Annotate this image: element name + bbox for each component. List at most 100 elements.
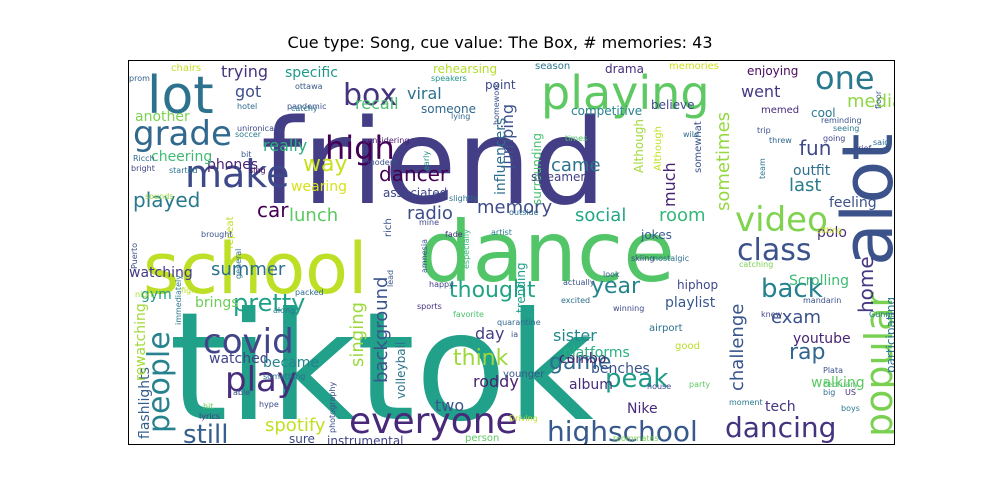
word-times: times bbox=[565, 134, 587, 143]
word-brief: brief bbox=[853, 144, 872, 153]
word-feeling: feeling bbox=[829, 195, 877, 211]
word-covid: covid bbox=[203, 322, 294, 362]
word-popular: popular bbox=[857, 292, 894, 437]
word-early: early bbox=[422, 151, 431, 171]
word-hit: hit bbox=[203, 402, 213, 411]
word-soccer: soccer bbox=[235, 130, 262, 139]
word-benches: benches bbox=[591, 361, 650, 377]
word-airport: airport bbox=[649, 323, 683, 334]
word-artist: artist bbox=[491, 228, 512, 237]
word-everyone: everyone bbox=[349, 401, 518, 442]
word-trending: trending bbox=[514, 262, 528, 313]
word-sure: sure bbox=[289, 432, 315, 444]
word-room: room bbox=[659, 205, 706, 226]
word-went: went bbox=[741, 82, 780, 101]
word-seeing: seeing bbox=[833, 124, 859, 133]
word-pandemic: pandemic bbox=[287, 102, 326, 111]
word-cloud-frame: tiktok friend school dance alot lot playing gra… bbox=[128, 60, 895, 445]
word-background: background bbox=[371, 277, 392, 383]
word-hype: hype bbox=[259, 400, 279, 409]
word-puerto: Puerto bbox=[130, 243, 139, 269]
word-streamers: streamers bbox=[531, 170, 592, 184]
word-prom: prom bbox=[129, 74, 150, 83]
word-rehearsing: rehearsing bbox=[433, 62, 497, 76]
word-became: became bbox=[263, 355, 319, 371]
word-brought: brought bbox=[201, 230, 232, 239]
word-catchy: catchy bbox=[291, 104, 318, 113]
word-jokes: jokes bbox=[640, 228, 672, 242]
word-participating: participating bbox=[884, 297, 894, 373]
word-last: last bbox=[789, 175, 821, 196]
word-lunch: lunch bbox=[289, 205, 338, 226]
word-going: going bbox=[823, 134, 845, 143]
word-sounds: sounds bbox=[145, 192, 173, 201]
word-quarantine: quarantine bbox=[497, 318, 541, 327]
word-video: video bbox=[735, 200, 828, 240]
word-rewatching: rewatching bbox=[133, 303, 149, 381]
word-grade: grade bbox=[133, 114, 232, 154]
word-outside: outside bbox=[509, 208, 539, 217]
word-along: along bbox=[273, 306, 295, 315]
word-watched: watched bbox=[209, 351, 269, 367]
word-brings: brings bbox=[195, 295, 239, 311]
word-enjoying: enjoying bbox=[747, 64, 798, 78]
word-summer: summer bbox=[211, 259, 286, 280]
word-point: point bbox=[485, 78, 516, 92]
word-flashlights: flashlights bbox=[137, 367, 153, 439]
word-house: house bbox=[647, 382, 671, 391]
word-lying: lying bbox=[451, 112, 470, 121]
word-sports: sports bbox=[417, 302, 442, 311]
word-fade: fade bbox=[445, 230, 463, 239]
word-playlist: playlist bbox=[665, 295, 716, 311]
word-viral: viral bbox=[407, 84, 442, 103]
word-singing: singing bbox=[347, 302, 368, 367]
word-team: team bbox=[758, 158, 767, 179]
word-rich: rich bbox=[383, 218, 394, 237]
word-started: started bbox=[169, 166, 198, 175]
word-skiing: skiing bbox=[631, 254, 654, 263]
word-cheering: cheering bbox=[151, 149, 212, 165]
word-someone: someone bbox=[421, 102, 476, 116]
word-bright: bright bbox=[131, 164, 155, 173]
word-watching: watching bbox=[129, 265, 193, 281]
word-chairs: chairs bbox=[171, 63, 201, 74]
word-competitive: competitive bbox=[571, 104, 642, 118]
word-general: general bbox=[234, 249, 243, 279]
word-although: Although bbox=[653, 126, 664, 171]
word-tiktok: tiktok bbox=[169, 281, 594, 444]
word-considering: considering bbox=[363, 136, 409, 145]
word-hotel: hotel bbox=[237, 102, 257, 111]
word-instrumental: instrumental bbox=[327, 434, 404, 444]
word-rap: rap bbox=[789, 340, 826, 365]
word-unironically: unironically bbox=[237, 124, 283, 133]
word-speakers: speakers bbox=[431, 74, 467, 83]
word-sing: sing bbox=[249, 166, 266, 175]
word-got: got bbox=[235, 82, 261, 101]
word-said: said bbox=[873, 138, 889, 147]
word-one: one bbox=[815, 61, 875, 97]
word-spotify: spotify bbox=[265, 415, 326, 436]
word-roddy: roddy bbox=[473, 372, 519, 391]
word-sitting: sitting bbox=[817, 226, 842, 235]
chart-title: Cue type: Song, cue value: The Box, # me… bbox=[287, 33, 713, 52]
word-fight: fight bbox=[181, 286, 199, 295]
word-day: day bbox=[475, 324, 504, 343]
word-cool: cool bbox=[811, 106, 836, 120]
word-somewhat: somewhat bbox=[693, 121, 704, 173]
word-us: US bbox=[845, 388, 856, 397]
word-night: night bbox=[135, 290, 156, 299]
word-ottawa: ottawa bbox=[295, 82, 323, 91]
word-boys: boys bbox=[841, 404, 860, 413]
word-roommates: roommates bbox=[613, 434, 659, 443]
word-bit: bit bbox=[241, 150, 251, 159]
word-influencers: influencers bbox=[493, 118, 509, 195]
word-thought: thought bbox=[449, 278, 536, 303]
word-ia: ia bbox=[511, 330, 518, 339]
word-knew: knew bbox=[761, 310, 783, 319]
word-alot: alot bbox=[827, 133, 894, 266]
word-people: people bbox=[142, 331, 177, 433]
word-home: home bbox=[854, 256, 878, 313]
word-person: person bbox=[465, 433, 499, 444]
word-favorite: favorite bbox=[453, 310, 484, 319]
